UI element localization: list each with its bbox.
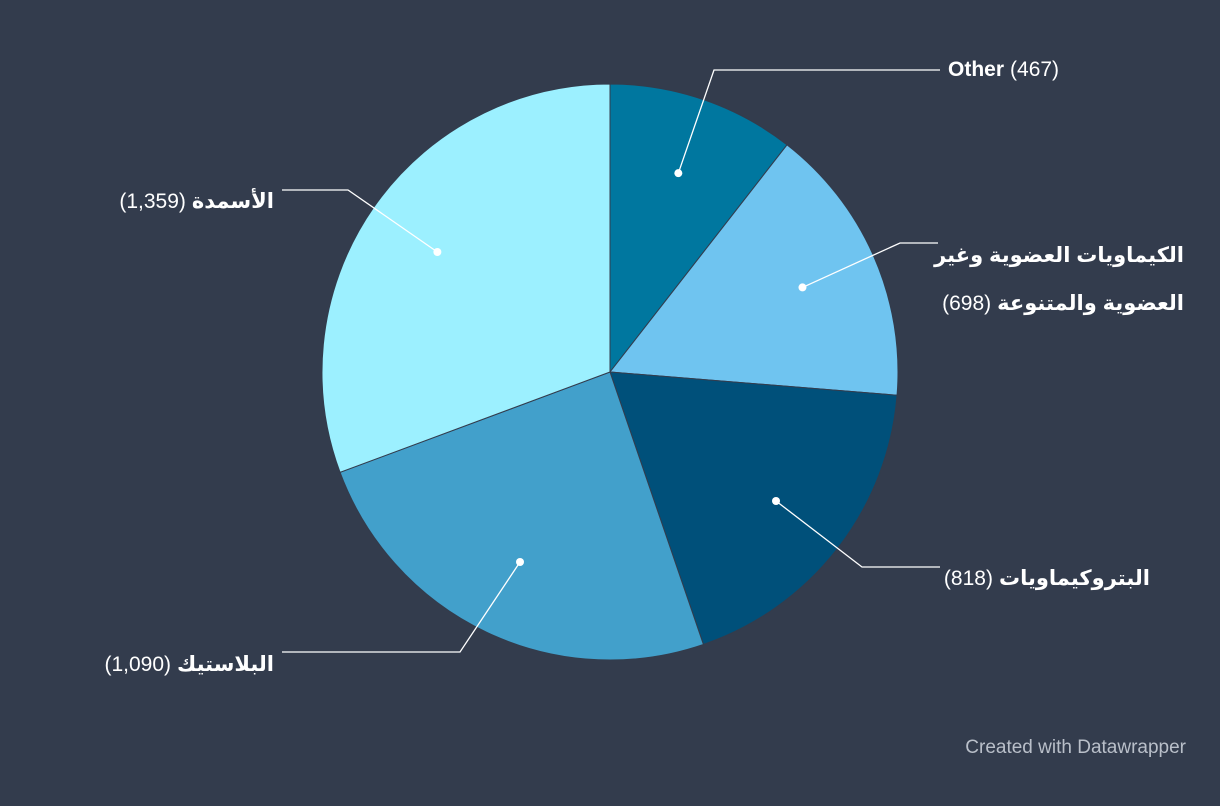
leader-line-other (677, 69, 940, 174)
slice-value-fertilizers: (1,359) (119, 190, 186, 213)
slice-value-petrochemicals: (818) (943, 567, 993, 590)
leader-dot-plastics (516, 558, 525, 567)
leader-line-organic-chemicals (802, 242, 938, 289)
leader-dot-organic-chemicals (798, 283, 807, 292)
leader-dot-fertilizers (433, 247, 442, 256)
slice-value-other: (467) (1010, 58, 1060, 81)
pie-slice-plastics (339, 371, 705, 661)
slice-label-organic-chemicals: الكيماويات العضوية وغير العضوية والمتنوع… (924, 232, 1184, 328)
leader-line-petrochemicals (775, 500, 940, 568)
slice-label-fertilizers: الأسمدة(1,359) (119, 189, 274, 214)
leader-dot-other (674, 169, 683, 178)
slice-name-other: Other (948, 58, 1005, 81)
pie-slice-organic-chemicals (609, 144, 899, 396)
leader-line-plastics (282, 561, 521, 653)
credit-text: Created with Datawrapper (965, 737, 1186, 758)
slice-name-fertilizers: الأسمدة (191, 190, 274, 213)
leader-line-fertilizers (282, 189, 438, 253)
slice-name-organic-chemicals: الكيماويات العضوية وغير العضوية والمتنوع… (934, 244, 1184, 315)
slice-value-organic-chemicals: (698) (942, 292, 992, 315)
slice-value-plastics: (1,090) (104, 653, 172, 676)
slice-name-petrochemicals: البتروكيماويات (998, 567, 1150, 590)
slice-label-plastics: البلاستيك(1,090) (104, 652, 274, 677)
slice-name-plastics: البلاستيك (177, 653, 274, 676)
leader-dot-petrochemicals (772, 497, 781, 506)
slice-label-other: Other (467) (948, 57, 1059, 82)
slice-label-petrochemicals: البتروكيماويات(818) (944, 566, 1150, 591)
